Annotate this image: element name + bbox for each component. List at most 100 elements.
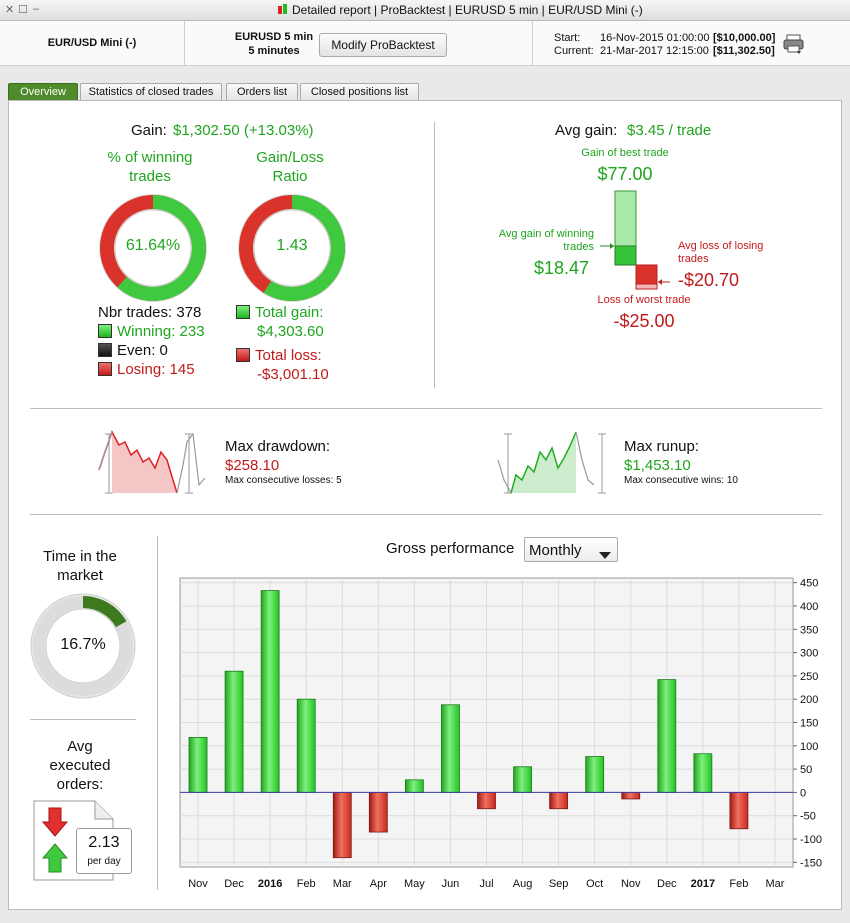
modify-probacktest-button[interactable]: Modify ProBacktest	[319, 33, 447, 57]
minimize-icon[interactable]: –	[33, 3, 40, 15]
drawdown-value: $258.10	[225, 457, 280, 474]
y-tick-label: 250	[800, 671, 818, 683]
y-tick-label: 450	[800, 578, 818, 590]
period-select-value: Monthly	[529, 542, 582, 559]
x-tick-label: Sep	[549, 878, 569, 890]
gain-value: $1,302.50 (+13.03%)	[173, 122, 314, 139]
x-tick-label: 2016	[258, 878, 282, 890]
glratio-title-2: Ratio	[272, 168, 308, 185]
total-loss-value: -$3,001.10	[257, 366, 329, 383]
drawdown-sub: Max consecutive losses: 5	[225, 475, 342, 486]
bar-feb-15	[729, 792, 749, 830]
x-tick-label: Mar	[333, 878, 352, 890]
window-title-bar: ✕ ☐ – Detailed report | ProBacktest | EU…	[0, 0, 850, 21]
worst-trade-label: Loss of worst trade	[597, 294, 691, 306]
x-tick-label: Oct	[586, 878, 603, 890]
avg-loss-value: -$20.70	[678, 270, 740, 290]
winning-title-1: % of winning	[107, 149, 193, 166]
printer-icon[interactable]	[783, 34, 805, 59]
y-tick-label: 300	[800, 648, 818, 660]
bar-dec-1	[224, 670, 244, 793]
total-gain-value: $4,303.60	[257, 323, 324, 340]
current-label: Current:	[554, 45, 594, 57]
bar-2016-2	[260, 590, 280, 793]
runup-sub: Max consecutive wins: 10	[624, 475, 738, 486]
bar-mar-4	[332, 792, 352, 859]
y-tick-label: 350	[800, 624, 818, 636]
orders-value-box	[76, 828, 132, 874]
y-tick-label: -100	[800, 834, 822, 846]
time-market-value: 16.7%	[60, 636, 106, 653]
bar-apr-5	[368, 792, 388, 833]
avg-orders-title-1: Avg	[67, 738, 93, 755]
avg-orders-title-2: executed	[49, 757, 111, 774]
avg-orders-title-3: orders:	[56, 776, 104, 793]
x-tick-label: Aug	[513, 878, 533, 890]
x-tick-label: May	[404, 878, 425, 890]
bar-oct-11	[585, 756, 605, 793]
y-tick-label: 100	[800, 741, 818, 753]
losing-count: Losing: 145	[98, 361, 195, 378]
drawdown-label: Max drawdown:	[225, 438, 331, 455]
y-tick-label: 150	[800, 718, 818, 730]
bar-may-6	[404, 779, 424, 793]
bar-jul-8	[477, 792, 496, 810]
drawdown-sparkline	[98, 430, 206, 494]
tab-statistics[interactable]: Statistics of closed trades	[80, 83, 222, 100]
instrument-name: EUR/USD Mini (-)	[47, 37, 137, 49]
bar-nov-0	[188, 737, 208, 793]
worst-trade-value: -$25.00	[613, 311, 675, 331]
nbr-trades: Nbr trades: 378	[98, 304, 202, 321]
bar-dec-13	[657, 679, 677, 793]
bar-2017-14	[693, 753, 713, 793]
y-tick-label: -150	[800, 857, 822, 869]
timeframe-line2: 5 minutes	[248, 45, 300, 57]
bar-sep-10	[549, 792, 569, 810]
avg-gain-label: Avg gain:	[555, 122, 618, 139]
bar-nov-12	[621, 792, 641, 800]
total-gain-label: Total gain:	[236, 304, 323, 321]
x-tick-label: Mar	[765, 878, 784, 890]
y-tick-label: 200	[800, 694, 818, 706]
x-tick-label: Feb	[297, 878, 316, 890]
maximize-icon[interactable]: ☐	[18, 4, 28, 16]
bar-jun-7	[441, 704, 460, 793]
runup-label: Max runup:	[624, 438, 700, 455]
avg-orders-value: 2.13	[88, 834, 120, 851]
y-tick-label: 400	[800, 601, 818, 613]
glratio-title-1: Gain/Loss	[256, 149, 324, 166]
y-tick-label: 50	[800, 764, 812, 776]
report-header: EUR/USD Mini (-) EURUSD 5 min 5 minutes …	[0, 21, 850, 66]
time-market-title-2: market	[57, 567, 103, 584]
period-select[interactable]: Monthly	[524, 537, 618, 562]
gross-performance-chart: 450 400 350 300 250 200 150 100 50 0 -50 -100 -150 N…	[179, 577, 822, 890]
bar-feb-3	[296, 698, 316, 793]
winning-title-2: trades	[129, 168, 171, 185]
x-tick-label: Dec	[657, 878, 677, 890]
gain-label: Gain:	[131, 122, 167, 139]
avg-win-label: Avg gain of winning trades	[498, 228, 594, 253]
glratio-donut	[238, 194, 346, 302]
best-trade-label: Gain of best trade	[581, 147, 669, 159]
gain-loss-bars	[600, 190, 670, 290]
avg-gain-value: $3.45 / trade	[627, 122, 712, 139]
chart-candle-icon	[278, 3, 287, 16]
glratio-value: 1.43	[276, 237, 308, 254]
avg-orders-unit: per day	[87, 856, 121, 867]
x-tick-label: Jun	[442, 878, 460, 890]
tab-closed-positions[interactable]: Closed positions list	[300, 83, 419, 100]
x-tick-label: Dec	[224, 878, 244, 890]
current-capital: [$11,302.50]	[713, 45, 775, 57]
tab-overview[interactable]: Overview	[8, 83, 78, 100]
total-loss-label: Total loss:	[236, 347, 322, 364]
close-icon[interactable]: ✕	[5, 4, 15, 16]
x-tick-label: Feb	[729, 878, 748, 890]
time-market-title-1: Time in the	[43, 548, 117, 565]
x-tick-label: Jul	[479, 878, 493, 890]
winning-donut	[99, 194, 207, 302]
bar-aug-9	[513, 766, 532, 793]
x-tick-label: 2017	[691, 878, 715, 890]
avg-win-value: $18.47	[534, 258, 590, 278]
tab-orders-list[interactable]: Orders list	[226, 83, 298, 100]
winning-pct-value: 61.64%	[125, 237, 181, 254]
